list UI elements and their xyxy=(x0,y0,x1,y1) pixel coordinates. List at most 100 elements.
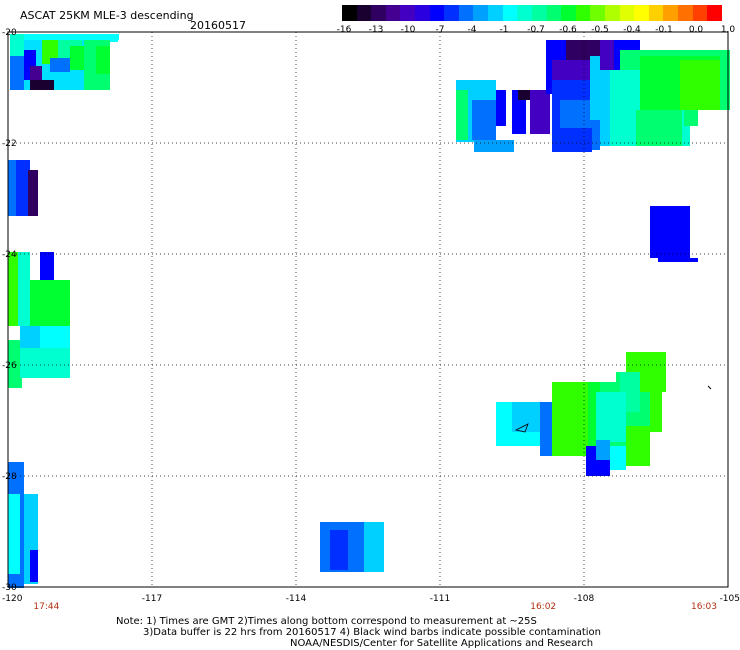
wind-data-cell xyxy=(8,340,22,388)
longitude-label: -108 xyxy=(574,594,595,604)
longitude-label: -105 xyxy=(720,594,740,604)
colorbar-segment xyxy=(561,5,576,21)
colorbar-segment xyxy=(473,5,489,21)
colorbar-segment xyxy=(531,5,547,21)
colorbar-segment xyxy=(356,5,372,21)
wind-data-cell xyxy=(552,128,592,152)
colorbar-segment xyxy=(678,5,693,21)
colorbar-segment xyxy=(692,5,708,21)
colorbar-segment xyxy=(648,5,664,21)
colorbar-tick-label: 0.0 xyxy=(688,25,704,35)
colorbar-tick-label: -10 xyxy=(400,25,416,35)
colorbar-segment xyxy=(429,5,445,21)
gridlines xyxy=(8,32,728,587)
wind-data-cell xyxy=(28,170,38,216)
time-label: 16:03 xyxy=(691,602,717,612)
wind-data-cell xyxy=(596,440,610,460)
wind-data-cell xyxy=(330,530,348,570)
time-label: 16:02 xyxy=(530,602,556,612)
wind-data-cell xyxy=(40,252,54,282)
wind-data-cell xyxy=(518,90,532,100)
colorbar-tick-label: -0.7 xyxy=(527,25,545,35)
colorbar-tick-label: -13 xyxy=(368,25,384,35)
wind-data-cell xyxy=(552,382,588,456)
map-title: ASCAT 25KM MLE-3 descending xyxy=(20,9,194,22)
colorbar-segment xyxy=(371,5,386,21)
wind-data-cell xyxy=(50,58,70,72)
longitude-label: -120 xyxy=(2,594,23,604)
wind-data-cell xyxy=(30,66,42,80)
latitude-label: -26 xyxy=(2,361,17,371)
wind-data-cell xyxy=(8,252,18,326)
wind-barb-marker xyxy=(514,423,529,433)
wind-data-cell xyxy=(600,40,614,70)
wind-data-cell xyxy=(10,56,24,90)
wind-data-cell xyxy=(474,140,514,152)
wind-data-cell xyxy=(512,90,526,134)
data-swaths xyxy=(8,34,730,588)
colorbar-segment xyxy=(663,5,679,21)
note-line-2: 3)Data buffer is 22 hrs from 20160517 4)… xyxy=(143,627,601,638)
wind-data-cell xyxy=(610,446,626,470)
longitude-label: -117 xyxy=(142,594,162,604)
colorbar-segment xyxy=(488,5,503,21)
wind-data-cell xyxy=(20,326,40,348)
latitude-label: -20 xyxy=(2,28,17,38)
wind-data-cell xyxy=(10,34,24,56)
map-date: 20160517 xyxy=(190,19,246,32)
wind-data-cell xyxy=(626,426,650,466)
longitude-label: -114 xyxy=(286,594,307,604)
colorbar-tick-label: 1.0 xyxy=(720,25,736,35)
colorbar xyxy=(342,5,722,21)
wind-data-cell xyxy=(30,80,54,90)
colorbar-segment xyxy=(546,5,562,21)
colorbar-tick-label: -0.5 xyxy=(591,25,609,35)
colorbar-segment xyxy=(590,5,605,21)
colorbar-segment xyxy=(444,5,459,21)
latitude-label: -28 xyxy=(2,472,17,482)
colorbar-tick-label: -0.6 xyxy=(559,25,577,35)
wind-data-cell xyxy=(496,90,506,126)
colorbar-segment xyxy=(575,5,591,21)
colorbar-segment xyxy=(604,5,620,21)
colorbar-tick-labels: -16 -13 -10 -7 -4 -1 -0.7 -0.6 -0.5 -0.4 -0.1 0.0 1.… xyxy=(336,25,736,37)
wind-data-cell xyxy=(650,206,690,258)
wind-data-cell xyxy=(456,90,468,140)
colorbar-segment xyxy=(517,5,532,21)
note-line-1: Note: 1) Times are GMT 2)Times along bot… xyxy=(116,616,537,627)
colorbar-segment xyxy=(458,5,474,21)
latitude-label: -30 xyxy=(2,583,17,593)
wind-data-cell xyxy=(30,550,38,582)
wind-data-cell xyxy=(24,34,119,40)
time-label: 17:44 xyxy=(33,602,59,612)
colorbar-tick-label: -1 xyxy=(499,25,509,35)
colorbar-segment xyxy=(385,5,401,21)
colorbar-segment xyxy=(619,5,635,21)
wind-data-cell xyxy=(20,348,70,378)
wind-data-cell xyxy=(530,90,550,134)
colorbar-tick-label: -7 xyxy=(435,25,445,35)
colorbar-segment xyxy=(415,5,430,21)
wind-data-cell xyxy=(650,382,662,432)
latitude-label: -24 xyxy=(2,250,17,260)
colorbar-segment xyxy=(400,5,416,21)
time-labels: 17:44 16:02 16:03 xyxy=(33,602,717,612)
wind-data-cell xyxy=(658,258,698,262)
wind-data-cell xyxy=(684,110,698,126)
latitude-labels: -20 -22 -24 -26 -28 -30 xyxy=(2,28,17,593)
wind-data-cell xyxy=(30,280,70,328)
colorbar-tick-label: -0.4 xyxy=(623,25,641,35)
wind-data-cell xyxy=(16,160,30,216)
colorbar-tick-label: -16 xyxy=(336,25,352,35)
colorbar-segment xyxy=(707,5,722,21)
longitude-label: -111 xyxy=(430,594,450,604)
latitude-label: -22 xyxy=(2,139,17,149)
colorbar-segment xyxy=(502,5,518,21)
wind-data-cell xyxy=(472,100,496,140)
wind-data-cell xyxy=(96,46,110,74)
wind-data-cell xyxy=(8,494,20,574)
wind-data-cell xyxy=(110,34,118,42)
plot-frame xyxy=(7,31,729,588)
wind-data-cell xyxy=(596,392,626,442)
